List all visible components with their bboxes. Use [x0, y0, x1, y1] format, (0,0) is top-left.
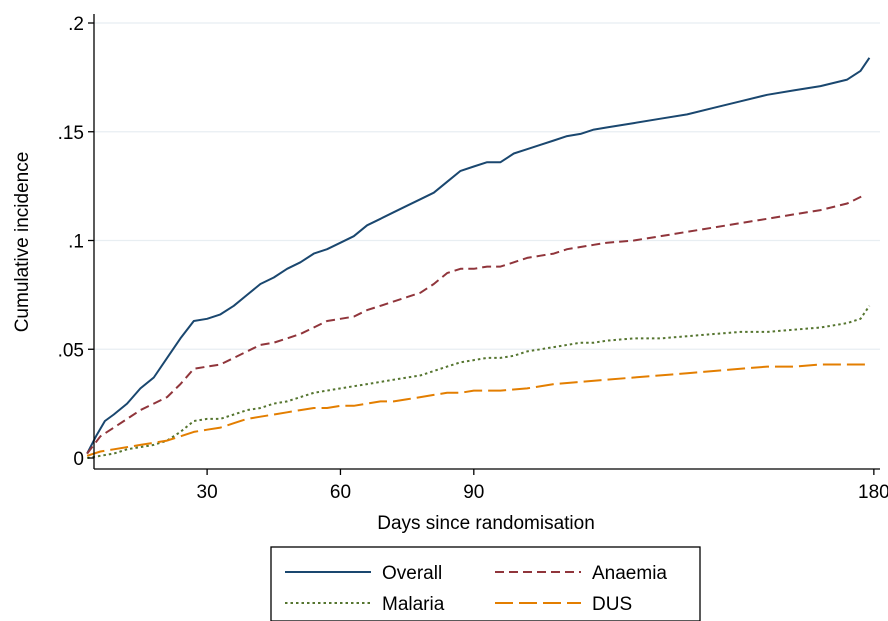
y-axis-title: Cumulative incidence — [12, 152, 33, 333]
y-tick-label: .1 — [68, 232, 84, 253]
x-tick-label: 90 — [463, 482, 484, 503]
series-line-overall — [86, 57, 871, 455]
y-tick-label: .2 — [68, 14, 84, 35]
x-tick-label: 180 — [858, 482, 888, 503]
legend-label-dus: DUS — [592, 594, 632, 615]
legend: Overall Anaemia Malaria DUS — [270, 546, 701, 621]
legend-label-overall: Overall — [382, 563, 442, 584]
x-axis-title: Days since randomisation — [377, 513, 595, 534]
y-tick-label: .05 — [58, 340, 84, 361]
legend-box — [270, 546, 701, 621]
series-line-dus — [86, 363, 865, 457]
series-layer — [86, 57, 871, 459]
series-line-anaemia — [86, 193, 866, 455]
y-tick-label: 0 — [73, 449, 84, 470]
x-tick-label: 30 — [197, 482, 218, 503]
gridlines — [94, 22, 880, 350]
legend-label-malaria: Malaria — [382, 594, 445, 615]
y-tick-label: .15 — [58, 123, 84, 144]
x-tick-label: 60 — [330, 482, 351, 503]
legend-label-anaemia: Anaemia — [592, 563, 667, 584]
x-ticks: 30 60 90 180 — [197, 469, 888, 503]
y-ticks: 0 .05 .1 .15 .2 — [58, 14, 94, 470]
axes — [93, 14, 880, 470]
series-line-malaria — [86, 305, 871, 459]
